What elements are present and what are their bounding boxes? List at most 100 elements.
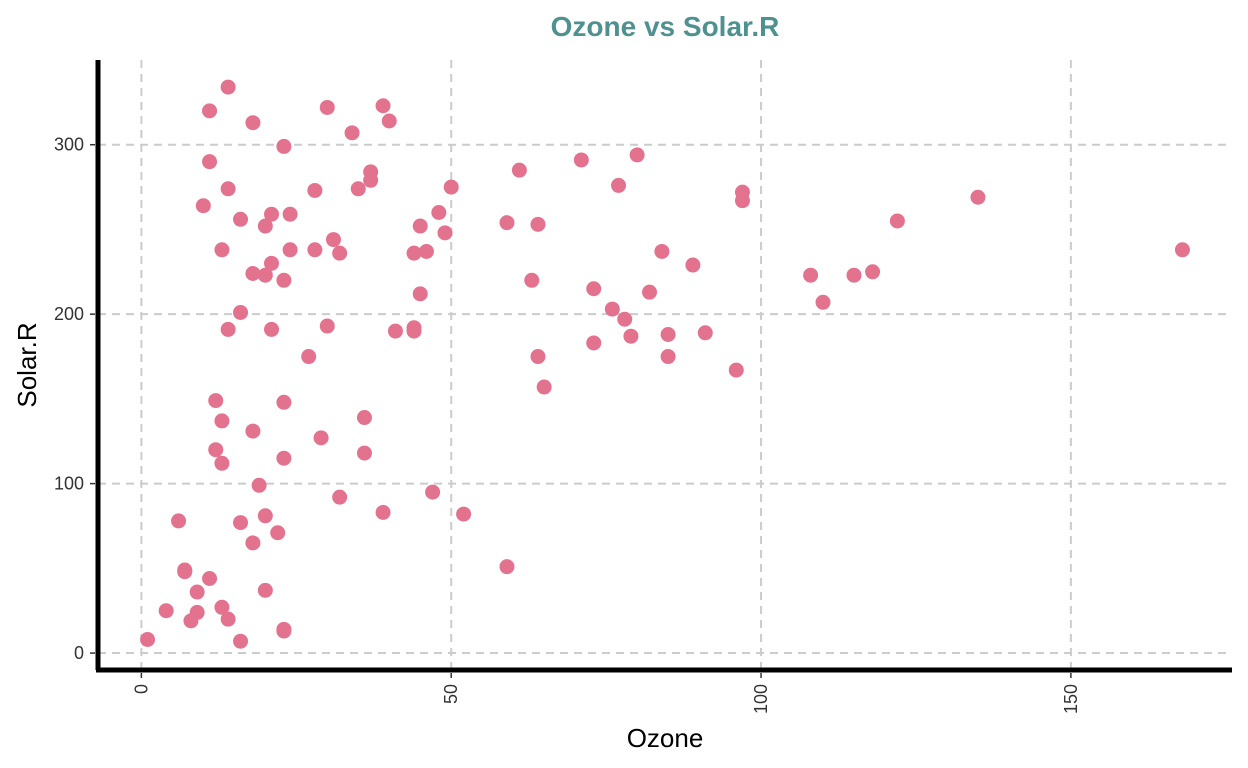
data-point [437, 225, 453, 241]
data-point [1174, 242, 1190, 258]
data-point [171, 513, 187, 529]
data-point [195, 198, 211, 214]
data-point [202, 154, 218, 170]
data-point [276, 138, 292, 154]
data-point [642, 284, 658, 300]
data-point [158, 603, 174, 619]
data-point [387, 323, 403, 339]
y-tick-label: 300 [54, 135, 84, 155]
data-point [412, 286, 428, 302]
data-point [846, 267, 862, 283]
data-point [276, 623, 292, 639]
data-point [511, 162, 527, 178]
data-point [257, 218, 273, 234]
data-point [530, 349, 546, 365]
data-point [214, 599, 230, 615]
data-point [734, 193, 750, 209]
data-point [660, 327, 676, 342]
data-point [220, 181, 236, 197]
x-tick-label: 50 [441, 684, 461, 704]
data-point [889, 213, 905, 229]
data-point [276, 394, 292, 410]
x-tick-label: 100 [751, 684, 771, 714]
data-point [604, 301, 620, 317]
data-point [202, 103, 218, 119]
data-point [332, 489, 348, 505]
data-point [623, 328, 639, 344]
data-point [685, 257, 701, 273]
x-tick-label: 150 [1061, 684, 1081, 714]
y-tick-label: 100 [54, 474, 84, 494]
data-point [282, 242, 298, 258]
data-point [375, 504, 391, 520]
data-point [233, 211, 249, 227]
data-point [301, 349, 317, 365]
data-point [202, 571, 218, 586]
data-point [319, 318, 335, 334]
data-point [629, 147, 645, 163]
data-point [530, 216, 546, 232]
data-point [499, 215, 515, 231]
grid-lines [98, 60, 1232, 670]
data-point [418, 243, 434, 259]
data-point [406, 323, 422, 339]
data-point [214, 413, 230, 429]
data-point [617, 311, 633, 327]
data-point [140, 632, 156, 647]
data-point [307, 242, 323, 258]
data-point [313, 430, 329, 446]
data-point [214, 455, 230, 471]
data-point [208, 442, 224, 458]
data-point [654, 243, 670, 259]
data-point [412, 218, 428, 234]
data-point [344, 125, 360, 141]
data-point [208, 393, 224, 409]
data-point [189, 584, 205, 600]
data-point [586, 335, 602, 351]
data-point [536, 379, 552, 395]
data-point [189, 604, 205, 620]
data-point [356, 410, 372, 426]
data-point [245, 423, 261, 439]
data-point [251, 477, 267, 493]
x-tick-label: 0 [131, 684, 151, 694]
data-point [245, 115, 261, 131]
data-points [140, 79, 1190, 649]
data-point [257, 508, 273, 524]
data-point [233, 515, 249, 531]
data-point [456, 506, 472, 522]
data-point [276, 450, 292, 466]
data-point [586, 281, 602, 297]
data-point [356, 445, 372, 461]
data-point [375, 98, 391, 114]
data-point [332, 245, 348, 261]
data-point [220, 321, 236, 337]
y-tick-label: 200 [54, 304, 84, 324]
data-point [214, 242, 230, 258]
y-axis-title: Solar.R [12, 322, 42, 407]
data-point [264, 321, 280, 337]
data-point [803, 267, 819, 283]
axes [95, 60, 1232, 673]
data-point [325, 232, 341, 248]
data-point [177, 562, 193, 578]
data-point [220, 79, 236, 95]
data-point [524, 272, 540, 288]
chart-title: Ozone vs Solar.R [551, 11, 780, 42]
data-point [406, 245, 422, 261]
data-point [499, 559, 515, 575]
data-point [865, 264, 881, 280]
data-point [573, 152, 589, 168]
data-point [728, 362, 744, 378]
data-point [245, 266, 261, 281]
data-point [270, 525, 286, 541]
data-point [697, 325, 713, 341]
y-tick-label: 0 [74, 643, 84, 663]
data-point [425, 484, 441, 500]
data-point [257, 582, 273, 598]
data-point [245, 535, 261, 551]
axis-ticks: 0 50 100 150 0 100 200 300 [54, 135, 1081, 714]
data-point [363, 172, 379, 188]
data-point [276, 272, 292, 288]
